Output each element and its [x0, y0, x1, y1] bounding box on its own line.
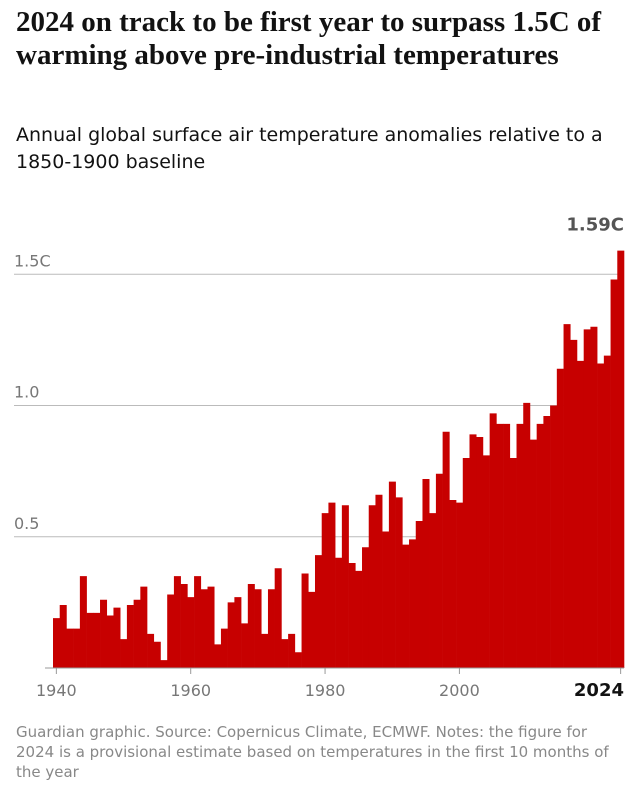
bar: [220, 628, 228, 668]
bar: [422, 479, 430, 668]
subtitle: Annual global surface air temperature an…: [16, 124, 603, 173]
bar: [523, 402, 531, 668]
bar: [429, 513, 437, 668]
bar: [167, 594, 175, 668]
bar: [409, 539, 417, 668]
bar: [597, 363, 605, 668]
bar: [603, 355, 611, 668]
title: 2024 on track to be first year to surpas…: [16, 6, 602, 71]
y-tick-label: 1.5C: [14, 251, 51, 270]
bar: [442, 431, 450, 668]
bar: [476, 437, 484, 668]
y-tick-label: 0.5: [14, 514, 39, 533]
bar: [449, 500, 457, 668]
bar: [200, 589, 208, 668]
x-tick-label: 2000: [439, 681, 480, 700]
bar: [281, 639, 289, 668]
bar: [469, 434, 477, 668]
bar: [53, 618, 61, 668]
bar: [536, 423, 544, 668]
bar: [415, 521, 423, 668]
bar: [73, 628, 81, 668]
bar: [509, 458, 517, 668]
bar: [207, 586, 215, 668]
bar: [489, 413, 497, 668]
bar: [556, 368, 564, 668]
bar: [308, 591, 316, 668]
bar: [362, 547, 370, 668]
bar: [341, 505, 349, 668]
bar: [321, 513, 329, 668]
bar: [227, 602, 235, 668]
bar: [456, 502, 464, 668]
bar: [147, 633, 155, 668]
bar: [194, 576, 202, 668]
bar: [120, 639, 128, 668]
bar: [570, 339, 578, 668]
bar: [254, 589, 262, 668]
value-label: 1.59C: [566, 215, 624, 236]
bar: [79, 576, 87, 668]
bar: [550, 405, 558, 668]
bar: [66, 628, 74, 668]
bar: [348, 563, 356, 668]
bar: [234, 597, 242, 668]
bar: [462, 458, 470, 668]
bar: [301, 573, 309, 668]
bar: [133, 599, 141, 668]
bar: [187, 597, 195, 668]
bar: [516, 423, 524, 668]
bar: [375, 494, 383, 668]
bar: [328, 502, 336, 668]
bar: [496, 423, 504, 668]
bar: [106, 615, 114, 668]
bar: [126, 605, 134, 668]
bar: [214, 644, 222, 668]
bar: [395, 497, 403, 668]
bar: [388, 481, 396, 668]
bar: [617, 250, 625, 668]
bar: [241, 623, 249, 668]
bar: [160, 660, 168, 668]
bar: [113, 607, 121, 668]
bar: [93, 612, 101, 668]
bar: [590, 326, 598, 668]
bar: [563, 324, 571, 668]
bar: [86, 612, 94, 668]
source-note: Guardian graphic. Source: Copernicus Cli…: [16, 723, 609, 781]
bar: [140, 586, 148, 668]
bar: [59, 605, 67, 668]
bar: [314, 555, 323, 668]
bar: [100, 599, 108, 668]
bar: [274, 568, 282, 668]
bar: [267, 589, 275, 668]
bar: [173, 576, 181, 668]
bar: [435, 473, 443, 668]
bar: [288, 633, 296, 668]
x-tick-label: 2024: [574, 680, 624, 701]
bar: [583, 329, 591, 668]
bar: [368, 505, 376, 668]
bar: [402, 544, 410, 668]
bar: [529, 439, 537, 668]
bar: [576, 360, 584, 668]
bar: [261, 633, 269, 668]
bar: [610, 279, 618, 668]
x-tick-label: 1980: [305, 681, 346, 700]
y-tick-label: 1.0: [14, 383, 39, 402]
bar: [335, 557, 343, 668]
bar: [503, 423, 511, 668]
bar: [482, 455, 490, 668]
bar: [543, 416, 551, 668]
bar: [180, 584, 188, 668]
x-tick-label: 1940: [36, 681, 77, 700]
bar: [382, 531, 390, 668]
x-tick-label: 1960: [170, 681, 211, 700]
bar: [153, 641, 161, 668]
bar: [355, 570, 363, 668]
bar: [294, 652, 302, 668]
bar: [247, 584, 255, 668]
